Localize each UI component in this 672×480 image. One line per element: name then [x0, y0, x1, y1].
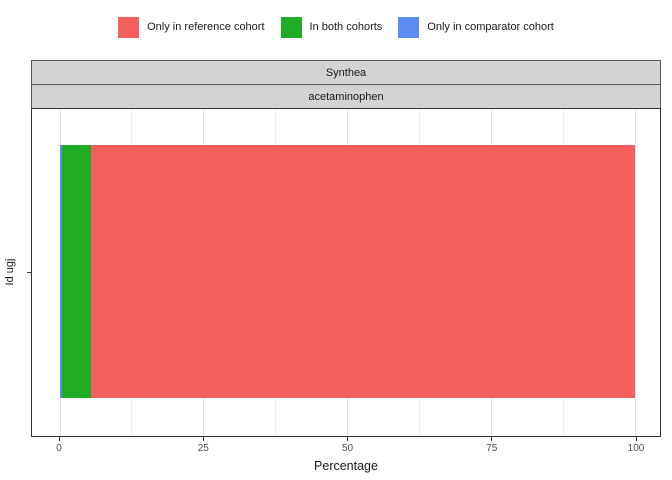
legend-label-both: In both cohorts [309, 21, 383, 33]
plot-panel [31, 108, 661, 437]
x-tick-mark [202, 437, 204, 441]
x-tick-label: 75 [486, 443, 498, 454]
legend-label-comparator: Only in comparator cohort [427, 21, 554, 33]
gridline-major [634, 109, 636, 436]
legend-swatch-comparator-icon [398, 16, 420, 38]
legend-label-reference: Only in reference cohort [147, 21, 265, 33]
x-tick-label: 0 [56, 443, 62, 454]
bar-segment-in-both-cohorts [62, 145, 92, 398]
legend: Only in reference cohort In both cohorts… [0, 8, 672, 46]
facet-strip-database: Synthea [31, 60, 661, 85]
bar-segment-only-in-comparator-cohort [60, 145, 63, 398]
stacked-bar [60, 145, 635, 398]
legend-item-both: In both cohorts [280, 16, 383, 38]
legend-item-reference: Only in reference cohort [118, 16, 265, 38]
x-tick-label: 50 [341, 443, 354, 454]
x-tick-mark [347, 437, 348, 441]
plot-area [59, 109, 636, 436]
x-tick-label: 25 [197, 443, 209, 454]
x-tick-mark [58, 437, 60, 441]
legend-swatch-reference-icon [118, 16, 140, 38]
x-tick-mark [635, 437, 637, 441]
bar-segment-only-in-reference-cohort [91, 145, 635, 398]
x-tick-label: 100 [627, 443, 645, 454]
x-tick-mark [491, 437, 493, 441]
x-axis-title: Percentage [314, 459, 378, 473]
y-axis-label: Id ugj [4, 258, 16, 286]
facet-strip-drug: acetaminophen [31, 84, 661, 109]
x-axis: 0 25 50 75 100 [56, 437, 644, 459]
legend-swatch-both-icon [280, 16, 302, 38]
legend-item-comparator: Only in comparator cohort [398, 16, 554, 38]
y-tick-mark [27, 272, 31, 273]
